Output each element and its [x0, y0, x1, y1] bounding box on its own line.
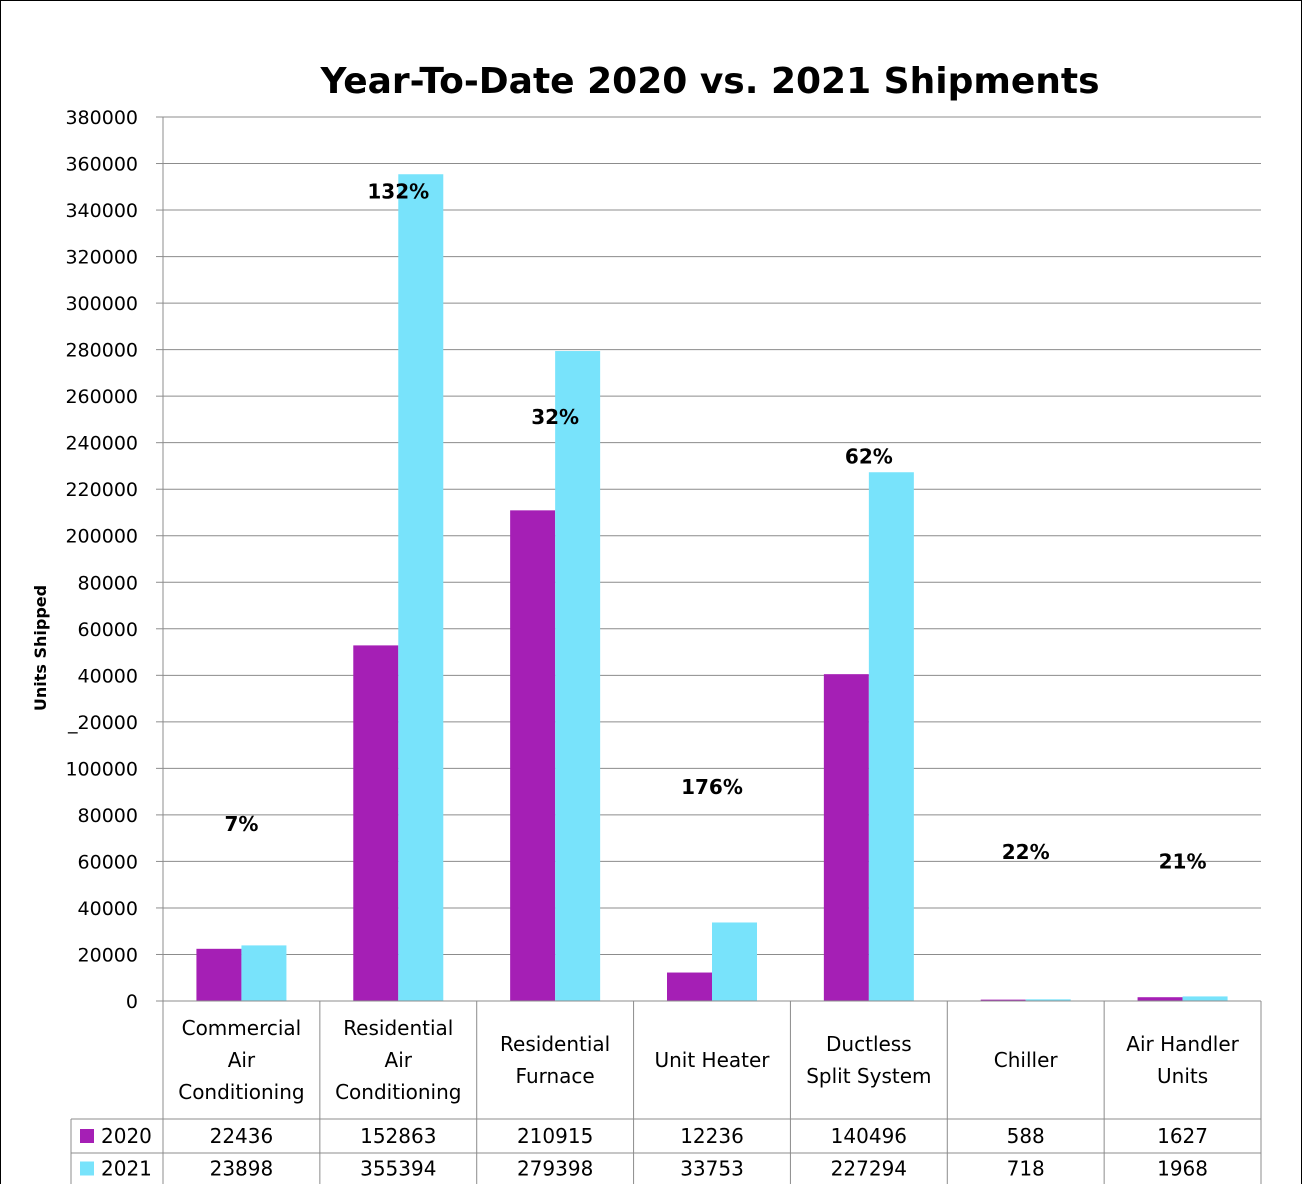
bar-2020 [667, 972, 712, 1001]
table-cell: 23898 [210, 1157, 274, 1181]
percent-label: 22% [1002, 840, 1050, 864]
category-label: Split System [806, 1064, 931, 1088]
y-tick-label: 380000 [65, 107, 138, 129]
y-tick-label: 200000 [65, 526, 138, 548]
bar-2021 [241, 945, 287, 1001]
y-tick-label: 340000 [65, 200, 138, 222]
table-cell: 140496 [831, 1124, 907, 1148]
y-tick-label: 360000 [65, 154, 138, 176]
category-label: Conditioning [178, 1080, 304, 1104]
bar-2020 [353, 645, 399, 1001]
y-tick-label: 40000 [78, 665, 138, 687]
percent-label: 32% [531, 405, 579, 429]
y-tick-label: 220000 [65, 479, 138, 501]
y-tick-label: 80000 [78, 572, 138, 594]
bar-2020 [980, 999, 1026, 1001]
table-cell: 33753 [680, 1157, 744, 1181]
axes: 0 20000 40000 60000 80000 100000 _20000 40000 60… [65, 107, 164, 1013]
percent-label: 62% [845, 445, 893, 469]
table-cell: 1968 [1157, 1157, 1208, 1181]
table-cell: 279398 [517, 1157, 593, 1181]
table-cell: 227294 [831, 1157, 907, 1181]
y-tick-label: 60000 [78, 619, 138, 641]
bar-2021 [398, 174, 444, 1001]
legend-label-2020: 2020 [101, 1124, 152, 1148]
y-tick-label: 80000 [78, 805, 138, 827]
category-label: Chiller [994, 1048, 1059, 1072]
table-cell: 22436 [210, 1124, 274, 1148]
bars [196, 174, 1228, 1002]
table-cell: 12236 [680, 1124, 744, 1148]
y-tick-label: 0 [126, 991, 138, 1013]
legend-swatch-2021 [80, 1161, 94, 1176]
category-label: Commercial [182, 1016, 302, 1040]
y-tick-label: 20000 [78, 944, 138, 966]
bar-2020 [510, 510, 556, 1001]
y-tick-label: 280000 [65, 340, 138, 362]
legend-label-2021: 2021 [101, 1157, 152, 1181]
percent-label: 176% [681, 775, 743, 799]
y-tick-label: 260000 [65, 386, 138, 408]
category-label: Units [1157, 1064, 1208, 1088]
table-cell: 718 [1007, 1157, 1045, 1181]
y-tick-label: 100000 [65, 758, 138, 780]
y-axis-label: Units Shipped [31, 585, 50, 711]
y-tick-label: 240000 [65, 433, 138, 455]
category-label: Residential [500, 1032, 610, 1056]
bar-2021 [1025, 999, 1071, 1001]
category-label: Unit Heater [654, 1048, 770, 1072]
y-tick-label: 40000 [78, 898, 138, 920]
bar-2021 [868, 472, 914, 1001]
bar-2021 [712, 922, 757, 1001]
y-tick-label: 60000 [78, 851, 138, 873]
data-table: Commercial Air Conditioning Residential Air C… [70, 1000, 1262, 1184]
y-tick-label: 300000 [65, 293, 138, 315]
percent-label: 132% [367, 179, 429, 203]
percent-label: 21% [1159, 849, 1207, 873]
table-cell: 1627 [1157, 1124, 1208, 1148]
y-tick-label: 320000 [65, 247, 138, 269]
labels: Year-To-Date 2020 vs. 2021 Shipments Unit… [31, 61, 1207, 873]
chart-title: Year-To-Date 2020 vs. 2021 Shipments [319, 61, 1099, 102]
bar-2020 [196, 948, 242, 1001]
category-label: Air [228, 1048, 256, 1072]
category-label: Conditioning [335, 1080, 461, 1104]
percent-label: 7% [224, 812, 258, 836]
category-label: Air [385, 1048, 413, 1072]
table-cell: 152863 [360, 1124, 436, 1148]
table-cell: 210915 [517, 1124, 593, 1148]
bar-2021 [1182, 996, 1228, 1001]
bar-2020 [823, 674, 869, 1001]
category-label: Furnace [516, 1064, 595, 1088]
category-label: Ductless [826, 1032, 912, 1056]
table-cell: 355394 [360, 1157, 436, 1181]
legend-swatch-2020 [80, 1129, 94, 1143]
gridlines [163, 116, 1261, 1002]
table-cell: 588 [1007, 1124, 1045, 1148]
category-label: Residential [343, 1016, 453, 1040]
y-tick-label: _20000 [67, 712, 138, 734]
category-label: Air Handler [1126, 1032, 1239, 1056]
bar-2020 [1137, 997, 1183, 1001]
bar-2021 [555, 351, 601, 1002]
